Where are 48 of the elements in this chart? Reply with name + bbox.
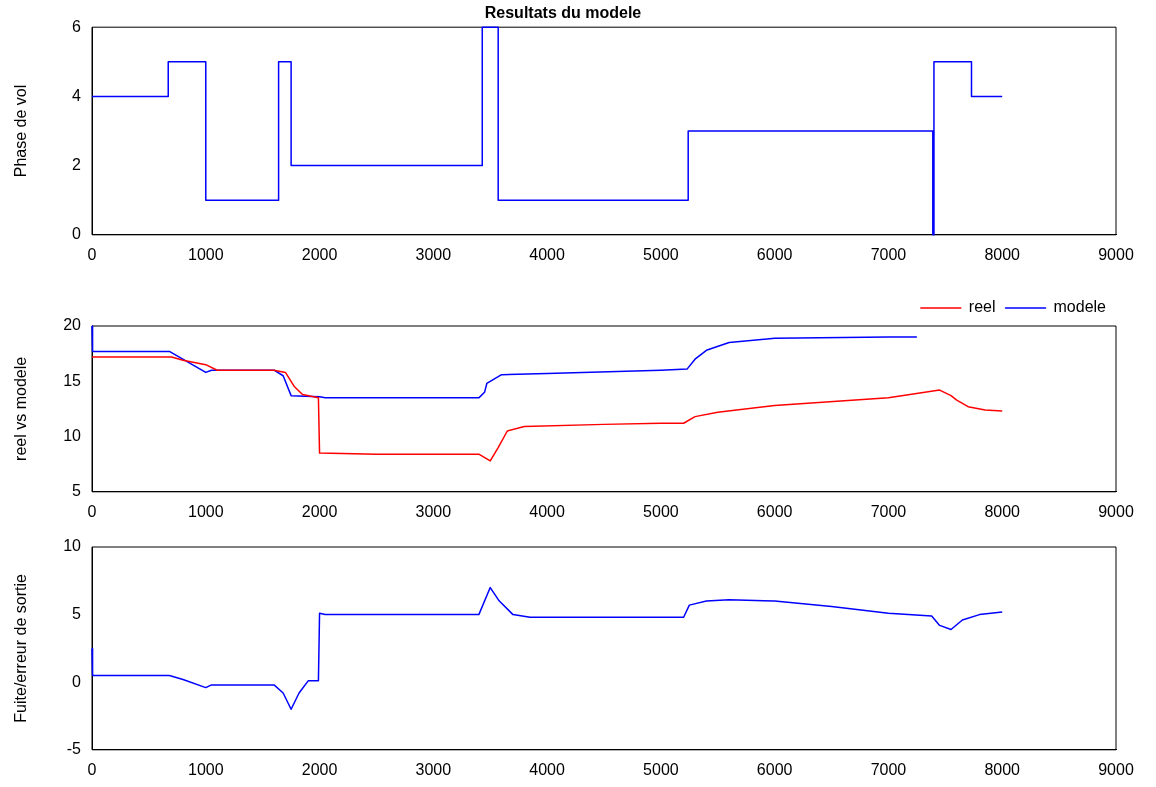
x-tick-label: 0 (87, 502, 97, 520)
y-axis-title: Phase de vol (12, 84, 30, 178)
x-tick-label: 5000 (643, 502, 679, 520)
x-tick-label: 7000 (870, 245, 907, 263)
y-tick-label: 10 (63, 537, 82, 555)
y-tick-label: 0 (72, 225, 82, 243)
y-tick-label: -5 (66, 740, 82, 758)
x-tick-label: 1000 (187, 502, 224, 520)
x-tick-label: 2000 (301, 760, 338, 778)
y-tick-label: 10 (63, 426, 82, 444)
x-tick-label: 3000 (415, 760, 452, 778)
y-tick-label: 20 (63, 316, 82, 334)
x-tick-label: 4000 (529, 245, 566, 263)
x-tick-label: 1000 (187, 760, 224, 778)
x-tick-label: 3000 (415, 245, 452, 263)
x-tick-label: 5000 (643, 760, 679, 778)
y-tick-label: 2 (72, 156, 82, 174)
x-tick-label: 9000 (1098, 245, 1134, 263)
legend-label: reel (968, 298, 996, 316)
legend-label: modele (1053, 298, 1107, 316)
x-tick-label: 4000 (529, 502, 566, 520)
x-tick-label: 4000 (529, 760, 566, 778)
x-tick-label: 2000 (301, 502, 338, 520)
x-tick-label: 8000 (984, 760, 1021, 778)
y-tick-label: 5 (72, 482, 82, 500)
y-tick-label: 15 (63, 371, 82, 389)
x-tick-label: 8000 (984, 502, 1021, 520)
x-tick-label: 7000 (870, 502, 907, 520)
x-tick-label: 5000 (643, 245, 679, 263)
x-tick-label: 2000 (301, 245, 338, 263)
x-tick-label: 9000 (1098, 502, 1134, 520)
x-tick-label: 0 (87, 760, 97, 778)
y-tick-label: 5 (72, 605, 82, 623)
y-axis-title: Fuite/erreur de sortie (12, 574, 30, 723)
x-tick-label: 8000 (984, 245, 1021, 263)
y-axis-title: reel vs modele (12, 356, 30, 461)
x-tick-label: 0 (87, 245, 97, 263)
y-tick-label: 6 (72, 17, 82, 35)
x-tick-label: 7000 (870, 760, 907, 778)
y-tick-label: 4 (72, 86, 82, 104)
x-tick-label: 6000 (756, 760, 793, 778)
x-tick-label: 3000 (415, 502, 452, 520)
x-tick-label: 6000 (756, 502, 793, 520)
x-tick-label: 6000 (756, 245, 793, 263)
y-tick-label: 0 (72, 672, 82, 690)
x-tick-label: 1000 (187, 245, 224, 263)
x-tick-label: 9000 (1098, 760, 1134, 778)
chart-title: Resultats du modele (484, 4, 642, 22)
